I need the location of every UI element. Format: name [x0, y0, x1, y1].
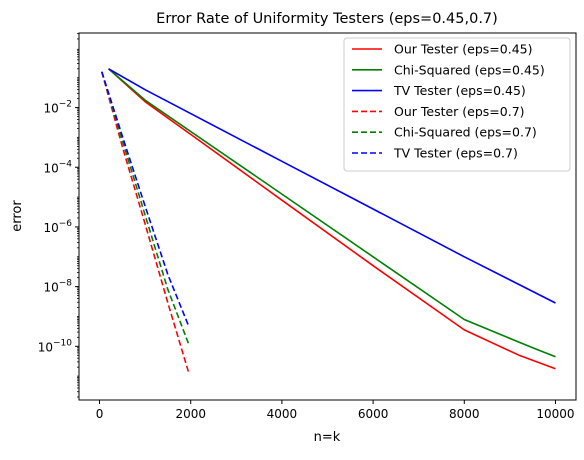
series-layer — [101, 68, 556, 372]
y-tick-label-base: 10 — [43, 102, 58, 116]
series-line-4 — [101, 71, 190, 372]
legend-label: TV Tester (eps=0.7) — [393, 146, 518, 161]
x-tick-label: 6000 — [358, 407, 389, 421]
legend-label: Chi-Squared (eps=0.45) — [394, 62, 545, 77]
y-tick-label-exponent: −10 — [53, 338, 72, 348]
x-tick-label: 0 — [96, 407, 104, 421]
series-line-2 — [108, 68, 556, 358]
x-tick-label: 2000 — [175, 407, 206, 421]
y-tick-label-exponent: −2 — [59, 100, 72, 110]
legend-label: Our Tester (eps=0.45) — [394, 42, 533, 57]
y-tick-label-exponent: −6 — [59, 219, 73, 229]
y-tick-label: 10−2 — [43, 100, 72, 116]
legend-label: TV Tester (eps=0.45) — [393, 83, 526, 98]
y-tick-label: 10−6 — [43, 219, 72, 235]
y-tick-label: 10−4 — [43, 159, 72, 175]
series-line-1 — [108, 68, 556, 370]
y-tick-label-base: 10 — [43, 281, 58, 295]
x-axis-label: n=k — [314, 430, 341, 445]
x-tick-label: 4000 — [267, 407, 298, 421]
y-tick-label: 10−8 — [43, 279, 72, 295]
y-axis-label: error — [10, 200, 25, 232]
x-tick-label: 10000 — [536, 407, 574, 421]
y-tick-label-exponent: −8 — [59, 279, 73, 289]
y-tick-label-exponent: −4 — [59, 159, 73, 169]
chart-legend: Our Tester (eps=0.45) Chi-Squared (eps=0.… — [343, 37, 571, 172]
plot-area: 0 2000 4000 6000 8000 10000 10−210−410−610−81… — [38, 32, 577, 421]
series-line-3 — [108, 68, 556, 304]
y-tick-label-base: 10 — [43, 221, 58, 235]
x-tick-label: 8000 — [449, 407, 480, 421]
y-tick-label: 10−10 — [38, 338, 73, 354]
legend-items: Our Tester (eps=0.45) Chi-Squared (eps=0.… — [352, 42, 545, 161]
legend-label: Chi-Squared (eps=0.7) — [394, 125, 537, 140]
y-tick-label-base: 10 — [43, 161, 58, 175]
legend-box — [343, 37, 571, 172]
plot-frame — [78, 32, 577, 401]
x-axis-ticks: 0 2000 4000 6000 8000 10000 — [96, 400, 575, 421]
y-tick-label-base: 10 — [38, 340, 53, 354]
legend-label: Our Tester (eps=0.7) — [394, 104, 525, 119]
chart-title: Error Rate of Uniformity Testers (eps=0.… — [156, 11, 498, 27]
series-line-5 — [101, 71, 190, 344]
